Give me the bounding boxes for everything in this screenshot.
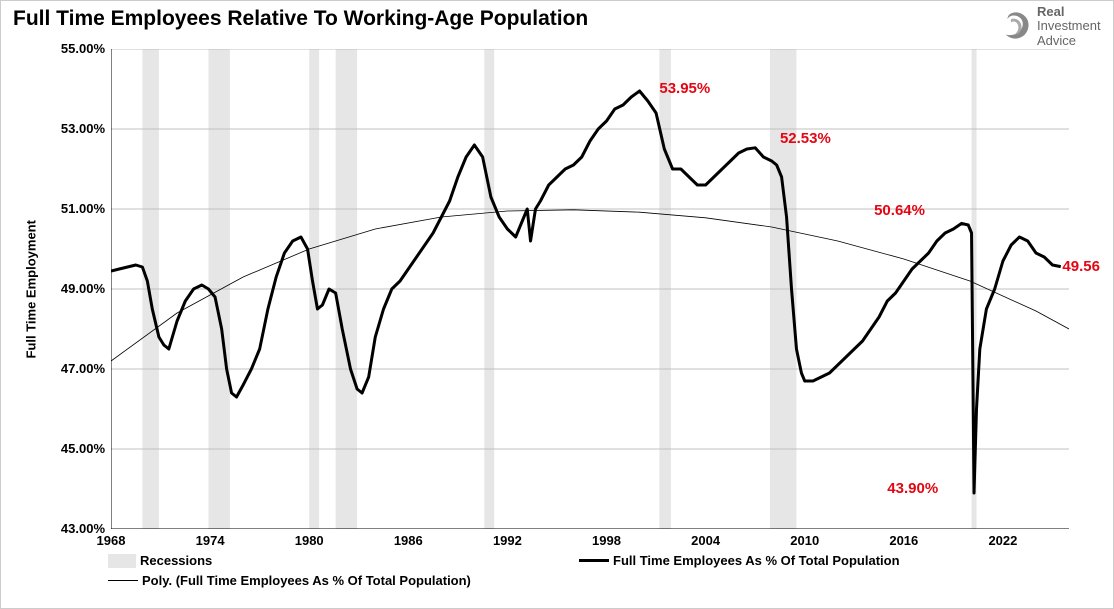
legend-label: Full Time Employees As % Of Total Popula… [613,553,900,568]
legend-swatch [579,559,609,562]
legend-item: Full Time Employees As % Of Total Popula… [579,553,900,568]
annotation-label: 53.95% [659,80,710,97]
chart-container: Full Time Employees Relative To Working-… [0,0,1114,609]
logo-text-bold: Real [1037,5,1101,19]
y-axis-label: Full Time Employment [24,219,39,359]
annotation-label: 43.90% [887,480,938,497]
annotation-label: 49.56 [1062,258,1100,275]
legend-swatch [108,580,138,581]
y-tick-label: 47.00% [51,361,105,376]
x-tick-label: 1986 [388,533,428,548]
logo: Real Investment Advice [999,5,1101,48]
y-tick-label: 45.00% [51,441,105,456]
poly-trend-line [111,210,1069,361]
x-tick-label: 2016 [884,533,924,548]
y-tick-label: 49.00% [51,281,105,296]
x-tick-label: 1992 [487,533,527,548]
logo-text-1: Investment [1037,19,1101,33]
logo-text-2: Advice [1037,34,1101,48]
x-tick-label: 1980 [289,533,329,548]
annotation-label: 50.64% [874,202,925,219]
chart-title: Full Time Employees Relative To Working-… [13,7,588,31]
legend-label: Recessions [140,553,212,568]
x-tick-label: 1968 [91,533,131,548]
legend-item: Recessions [108,553,212,568]
x-tick-label: 1998 [587,533,627,548]
main-series-line [111,91,1061,493]
logo-icon [999,9,1033,43]
annotation-label: 52.53% [780,130,831,147]
x-tick-label: 2004 [686,533,726,548]
x-tick-label: 2010 [785,533,825,548]
x-tick-label: 2022 [983,533,1023,548]
legend-label: Poly. (Full Time Employees As % Of Total… [142,573,471,588]
y-tick-label: 55.00% [51,41,105,56]
y-tick-label: 51.00% [51,201,105,216]
y-tick-label: 53.00% [51,121,105,136]
plot-svg [111,49,1069,529]
legend-item: Poly. (Full Time Employees As % Of Total… [108,573,471,588]
x-tick-label: 1974 [190,533,230,548]
legend-swatch [108,554,136,568]
